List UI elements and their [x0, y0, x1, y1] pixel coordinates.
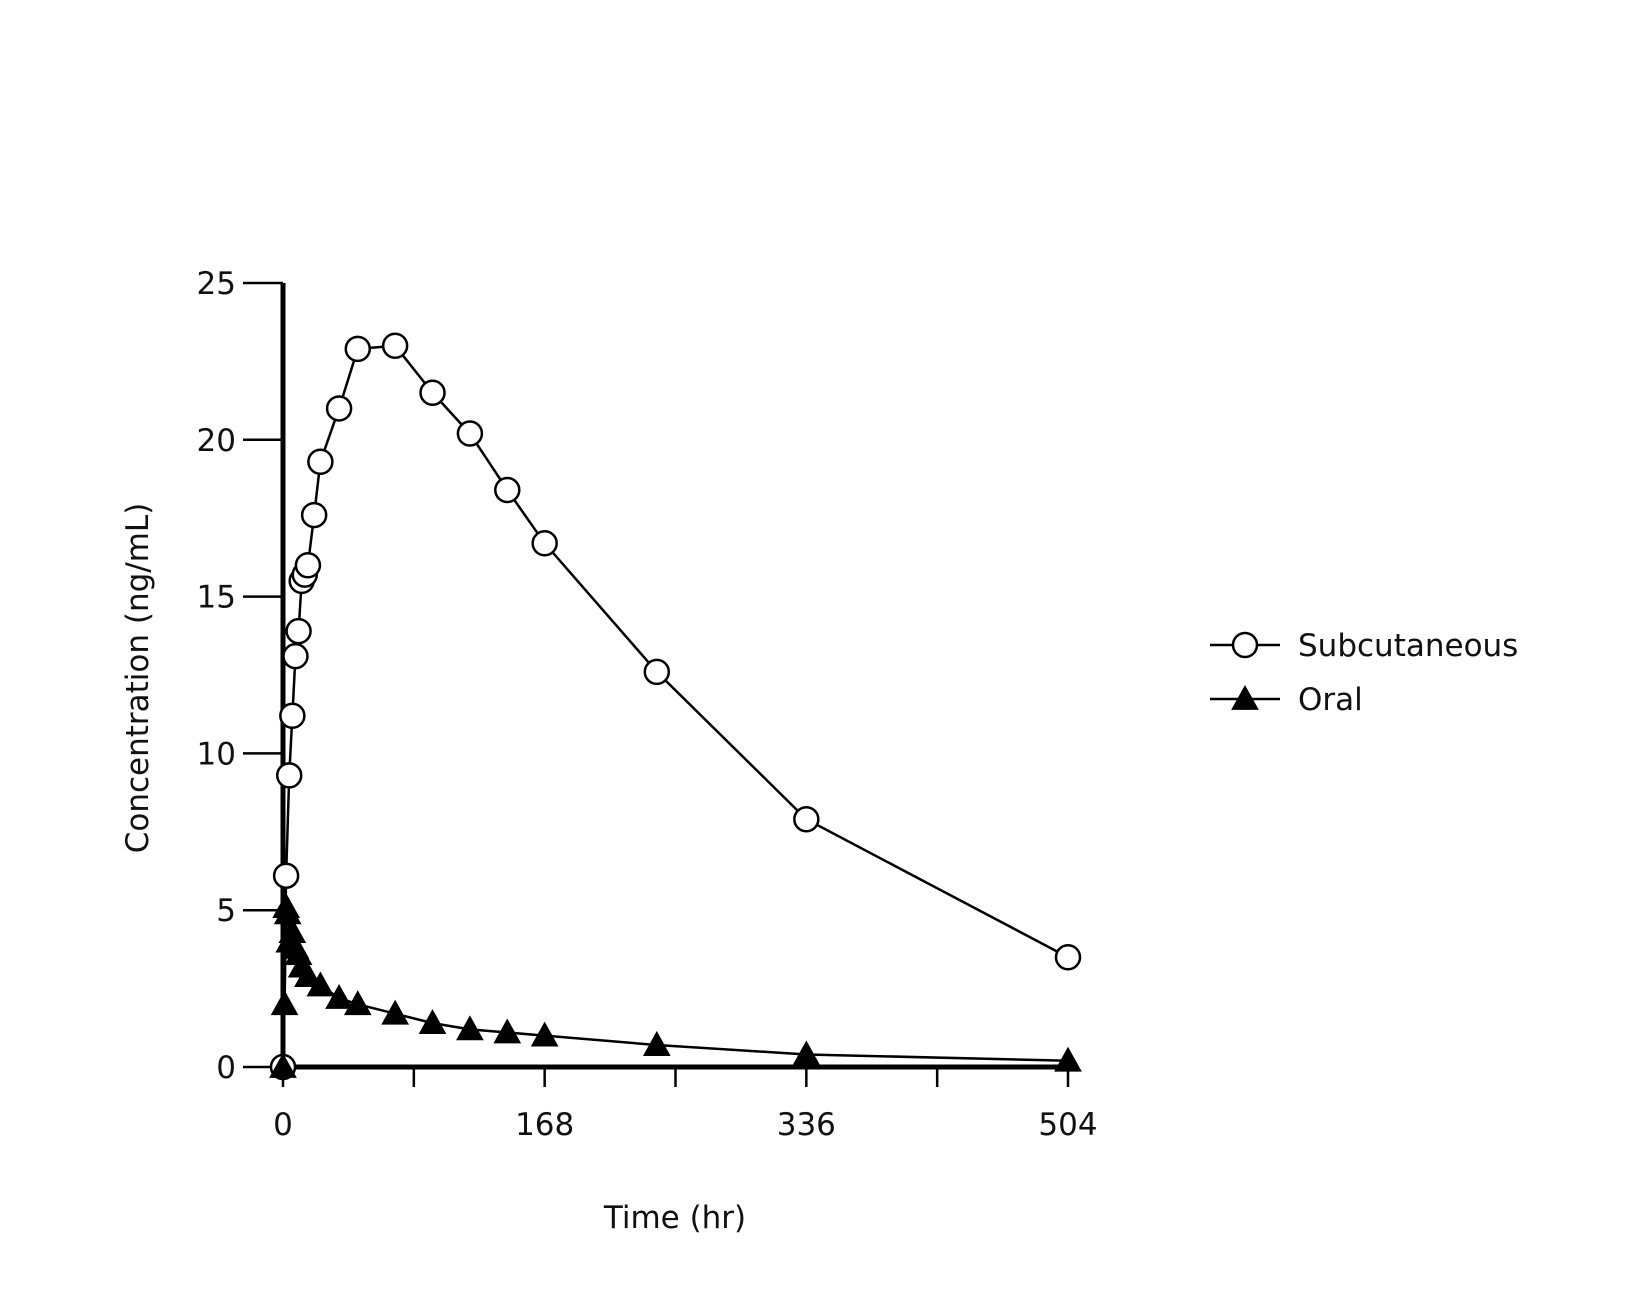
data-point-subcutaneous: [279, 702, 306, 730]
series-line-oral: [281, 906, 1069, 1068]
data-point-oral: [418, 1009, 447, 1034]
data-point-subcutaneous: [419, 379, 446, 407]
legend-marker: [1231, 631, 1259, 659]
data-point-oral: [530, 1021, 559, 1047]
x-axis-title: Time (hr): [603, 1200, 746, 1236]
data-point-oral: [642, 1031, 671, 1056]
y-axis-title: Concentration (ng/mL): [120, 503, 156, 854]
data-point-subcutaneous: [643, 658, 671, 686]
legend-item-oral: Oral: [1210, 682, 1363, 718]
legend-label: Subcutaneous: [1298, 628, 1518, 664]
y-tick-label: 5: [216, 893, 236, 929]
data-point-subcutaneous: [793, 806, 820, 833]
data-point-subcutaneous: [300, 501, 328, 529]
y-tick-label: 0: [216, 1050, 236, 1086]
y-tick-label: 20: [197, 423, 236, 459]
legend: Subcutaneous Oral: [1210, 628, 1518, 718]
data-point-oral: [343, 990, 372, 1016]
data-point-subcutaneous: [272, 862, 300, 889]
data-point-subcutaneous: [456, 420, 484, 447]
series-line-subcutaneous: [281, 344, 1069, 1068]
x-tick-label: 504: [1038, 1107, 1097, 1143]
data-point-oral: [273, 899, 302, 925]
series-oral: [269, 893, 1082, 1078]
data-point-subcutaneous: [381, 332, 409, 359]
data-point-subcutaneous: [282, 642, 309, 670]
data-point-subcutaneous: [531, 530, 558, 557]
data-point-subcutaneous: [1054, 943, 1082, 971]
data-point-subcutaneous: [275, 762, 303, 789]
data-point-oral: [381, 999, 409, 1025]
legend-item-subcutaneous: Subcutaneous: [1210, 628, 1518, 664]
y-tick-label: 10: [197, 736, 236, 772]
data-point-oral: [306, 971, 335, 997]
x-tick-label: 336: [777, 1107, 836, 1143]
data-point-subcutaneous: [307, 448, 334, 476]
data-point-subcutaneous: [344, 335, 372, 363]
data-point-subcutaneous: [285, 617, 312, 645]
data-point-oral: [270, 990, 299, 1016]
legend-marker: [1231, 684, 1259, 710]
data-point-subcutaneous: [494, 476, 521, 504]
legend-label: Oral: [1298, 682, 1363, 718]
data-point-oral: [269, 1052, 297, 1078]
y-tick-label: 15: [197, 580, 236, 616]
series-subcutaneous: [269, 332, 1082, 1081]
x-tick-label: 0: [273, 1107, 293, 1143]
data-point-subcutaneous: [325, 395, 353, 422]
data-point-oral: [325, 983, 353, 1009]
y-tick-label: 25: [197, 266, 236, 302]
series-layer: [269, 332, 1082, 1081]
data-point-oral: [493, 1018, 522, 1044]
data-point-oral: [1054, 1046, 1082, 1072]
data-point-oral: [294, 962, 322, 987]
x-tick-label: 168: [515, 1107, 574, 1143]
data-point-oral: [792, 1040, 821, 1066]
axes: 0 5 10 15 20 25 0 168 336 504: [197, 266, 1098, 1143]
data-point-subcutaneous: [294, 551, 322, 579]
data-point-oral: [456, 1015, 484, 1041]
